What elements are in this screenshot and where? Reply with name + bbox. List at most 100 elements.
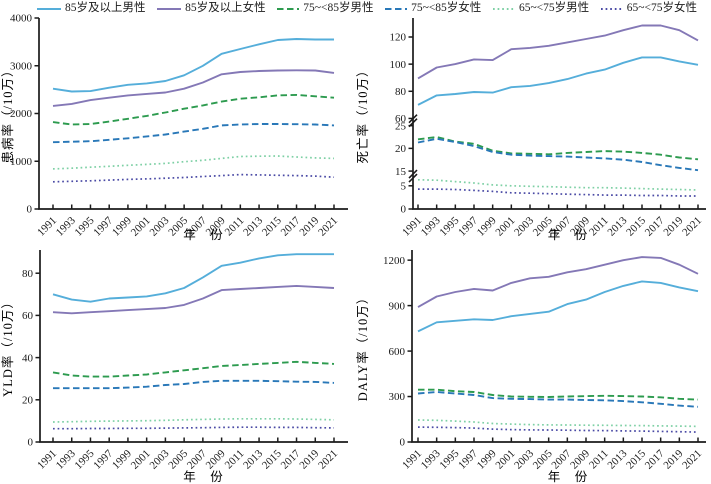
male-65-75-line-sample-icon <box>492 7 515 10</box>
x-tick-label: 2003 <box>147 214 171 238</box>
x-tick-label: 2001 <box>493 448 517 472</box>
x-tick-label: 2017 <box>279 214 303 238</box>
chart-daly: 0300600900120019911993199519971999200120… <box>355 250 706 484</box>
y-tick-label: 60 <box>22 310 34 322</box>
cell-mortality: 0 5 15 20 25 60 80 100 120 1991 1993 1995 1997 1999 20… <box>355 0 711 242</box>
y-tick-label: 20 <box>22 395 34 407</box>
legend-item-female-65-75: 65~<75岁女性 <box>600 1 697 15</box>
x-tick-label: 1991 <box>35 448 59 472</box>
cell-daly: 0 300 600 900 1200 1991 1993 1995 1997 1999 2001 20… <box>355 242 711 484</box>
x-tick-label: 2021 <box>316 448 340 472</box>
x-tick-label: 2015 <box>624 447 648 471</box>
y-tick-label: 60 <box>395 113 407 125</box>
y-tick-label: 100 <box>390 59 407 71</box>
series-line-female-65-75 <box>417 426 699 433</box>
x-tick-label: 1997 <box>456 214 480 238</box>
axes-spines <box>412 18 706 210</box>
legend-item-male-85plus: 85岁及以上男性 <box>36 2 146 15</box>
series-line-male-85plus <box>417 56 699 106</box>
y-tick-label: 80 <box>395 86 407 98</box>
x-tick-label: 1993 <box>419 214 443 238</box>
x-axis-label: 年 份 <box>548 228 589 242</box>
y-tick-label: 600 <box>389 346 406 358</box>
axis-break-icon <box>408 173 418 183</box>
x-tick-label: 2013 <box>241 447 265 471</box>
x-tick-label: 2019 <box>661 447 685 471</box>
y-axis-label: 患病率（/10万） <box>0 64 15 164</box>
x-tick-label: 2013 <box>605 214 629 238</box>
y-tick-label: 4000 <box>10 13 33 25</box>
x-tick-label: 1997 <box>91 447 115 471</box>
series-line-female-65-75 <box>418 188 698 197</box>
series-line-male-65-75 <box>52 417 335 423</box>
x-tick-label: 2005 <box>531 447 555 471</box>
legend-item-male-75-85: 75~<85岁男性 <box>276 2 373 15</box>
x-tick-label: 2011 <box>587 215 611 239</box>
x-tick-label: 1993 <box>54 214 78 238</box>
series-line-female-85plus <box>417 256 699 308</box>
series-line-male-85plus <box>52 253 334 303</box>
female-85plus-line-sample-icon <box>157 7 182 10</box>
axis-break-icon <box>408 169 418 179</box>
y-tick-label: 300 <box>389 391 406 403</box>
series-line-male-75-85 <box>417 136 699 161</box>
x-tick-label: 1995 <box>73 447 97 471</box>
y-axis-label: 死亡率（/10万） <box>355 64 370 164</box>
x-tick-label: 2001 <box>129 215 153 239</box>
y-tick-label: 80 <box>22 268 34 280</box>
legend-item-label: 65~<75岁男性 <box>518 1 590 14</box>
series-line-female-75-85 <box>52 123 335 144</box>
x-tick-label: 1997 <box>456 447 480 471</box>
x-tick-label: 2021 <box>316 215 340 239</box>
x-tick-label: 2015 <box>260 447 284 471</box>
x-tick-label: 2011 <box>223 448 247 472</box>
series-line-male-85plus <box>52 38 334 93</box>
axes-spines <box>411 250 706 443</box>
y-tick-label: 0 <box>401 204 407 216</box>
x-tick-label: 2007 <box>185 447 209 471</box>
x-tick-label: 2015 <box>260 214 284 238</box>
x-tick-label: 2021 <box>680 215 704 239</box>
x-tick-label: 1995 <box>73 214 97 238</box>
x-tick-label: 2017 <box>279 447 303 471</box>
legend-item-label: 65~<75岁女性 <box>626 1 697 14</box>
y-tick-label: 900 <box>389 300 406 312</box>
y-tick-label: 0 <box>27 204 33 216</box>
x-tick-label: 1999 <box>110 447 134 471</box>
x-tick-label: 2021 <box>680 448 704 472</box>
y-tick-label: 1000 <box>10 156 33 168</box>
y-tick-label: 25 <box>395 120 407 132</box>
chart-prevalence: 0100020003000400019911993199519971999200… <box>0 13 348 242</box>
x-tick-label: 2013 <box>605 447 629 471</box>
axis-break-icon <box>408 114 418 124</box>
series-line-female-75-85 <box>417 137 699 172</box>
y-axis-label: YLD率（/10万） <box>0 295 15 397</box>
female-75-85-line-sample-icon <box>385 7 408 10</box>
x-tick-label: 2007 <box>549 447 573 471</box>
male-85plus-line-sample-icon <box>37 7 61 10</box>
series-line-female-85plus <box>52 284 335 315</box>
legend-item-label: 85岁及以上女性 <box>185 1 266 14</box>
series-line-male-75-85 <box>52 360 335 378</box>
x-tick-label: 2003 <box>147 447 171 471</box>
y-tick-label: 0 <box>28 437 34 449</box>
series-line-female-85plus <box>52 69 335 107</box>
y-tick-label: 20 <box>395 143 407 155</box>
x-tick-label: 2017 <box>643 447 667 471</box>
chart-yld: 0204060801991199319951997199920012003200… <box>0 250 348 484</box>
y-tick-label: 2000 <box>10 108 33 120</box>
chart-mortality: 0515202560801001201991199319951997199920… <box>355 18 706 242</box>
series-line-female-65-75 <box>52 173 335 183</box>
y-tick-label: 15 <box>395 166 407 178</box>
legend: 85岁及以上男性 85岁及以上女性 75~<85岁男性 75~<85岁女性 65~<75… <box>36 0 697 17</box>
x-tick-label: 2019 <box>661 214 685 238</box>
female-65-75-line-sample-icon <box>600 7 623 10</box>
legend-item-female-85plus: 85岁及以上女性 <box>156 1 266 15</box>
legend-item-female-75-85: 75~<85岁女性 <box>384 2 481 15</box>
series-line-male-85plus <box>417 280 699 333</box>
x-tick-label: 2011 <box>587 448 611 472</box>
x-tick-label: 2019 <box>297 447 321 471</box>
y-axis-label: DALY率（/10万） <box>355 291 370 401</box>
legend-item-male-65-75: 65~<75岁男性 <box>492 1 590 15</box>
